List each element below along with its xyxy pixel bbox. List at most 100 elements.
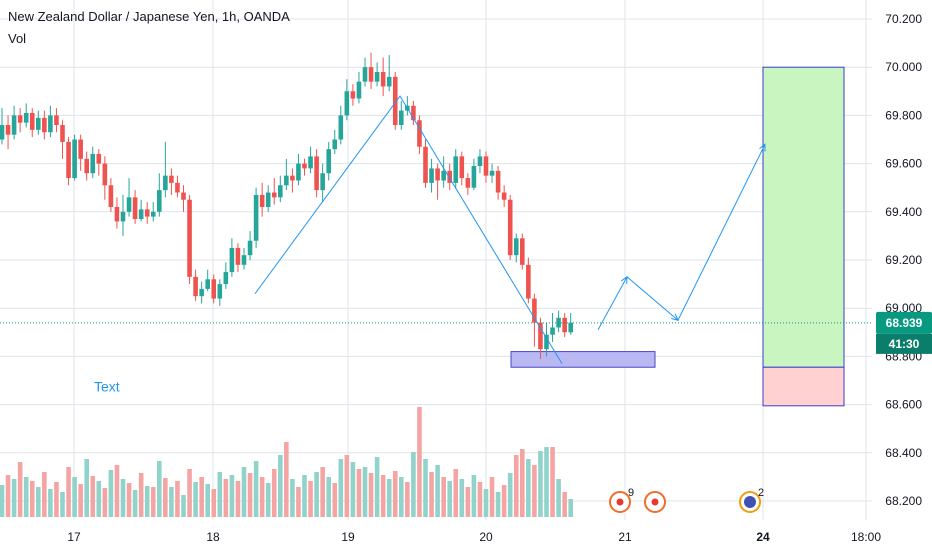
candle-body xyxy=(126,197,132,212)
candle-body xyxy=(181,192,186,200)
volume-bar xyxy=(477,482,483,517)
drawings-front: Text xyxy=(94,95,766,395)
volume-bar xyxy=(199,477,204,517)
price-axis: 70.200 70.000 69.800 69.600 69.400 69.200 69.0… xyxy=(885,12,922,508)
candle-body xyxy=(223,272,229,285)
volume-bar xyxy=(253,461,259,517)
arrow-head xyxy=(759,143,766,152)
candle-body xyxy=(259,194,265,207)
grid-lines xyxy=(0,0,872,520)
volume-bar xyxy=(120,479,126,517)
candle-body xyxy=(11,115,17,135)
candle-body xyxy=(489,170,495,176)
candle-body xyxy=(42,117,47,133)
candle-body xyxy=(78,139,83,159)
volume-bar xyxy=(284,442,289,517)
volume-bar xyxy=(42,472,47,517)
price-tick-label: 69.000 xyxy=(885,301,922,315)
time-tick-label: 21 xyxy=(618,530,632,544)
volume-bar xyxy=(399,477,404,517)
candle-body xyxy=(495,170,501,193)
candle-body xyxy=(423,146,428,183)
candle-body xyxy=(253,194,259,241)
volume-bar xyxy=(205,484,210,517)
candle-body xyxy=(120,211,126,222)
volume-bar xyxy=(308,481,313,517)
volume-bar xyxy=(36,487,41,517)
price-tick-label: 69.600 xyxy=(885,157,922,171)
indicator-label[interactable]: Vol xyxy=(8,31,27,46)
volume-bar xyxy=(332,483,338,517)
candle-body xyxy=(501,192,507,200)
candle-body xyxy=(54,115,59,126)
support-zone xyxy=(510,351,656,368)
candle-body xyxy=(36,117,41,130)
candle-body xyxy=(5,125,11,135)
drawings-back xyxy=(510,66,845,407)
volume-bar xyxy=(29,481,35,517)
target-zone xyxy=(762,66,845,368)
candle-body xyxy=(229,247,235,273)
candle-body xyxy=(568,322,573,333)
candle-body xyxy=(284,175,289,186)
candle-body xyxy=(332,139,338,150)
volume-bar xyxy=(271,469,277,517)
candle-body xyxy=(429,168,434,183)
volume-bar xyxy=(241,467,247,517)
volume-bar xyxy=(126,483,132,517)
chart-title: New Zealand Dollar / Japanese Yen, 1h, O… xyxy=(8,9,290,24)
candle-body xyxy=(150,211,156,217)
price-tick-label: 69.200 xyxy=(885,253,922,267)
volume-bars xyxy=(0,407,573,517)
candle-body xyxy=(483,156,489,176)
volume-bar xyxy=(526,459,531,517)
volume-bar xyxy=(48,489,53,517)
candle-body xyxy=(399,110,404,126)
candle-body xyxy=(138,209,144,220)
volume-bar xyxy=(538,451,543,517)
volume-bar xyxy=(417,407,422,517)
volume-bar xyxy=(259,477,265,517)
volume-bar xyxy=(157,461,162,517)
time-tick-label: 17 xyxy=(67,530,81,544)
volume-bar xyxy=(459,479,465,517)
candle-body xyxy=(411,105,416,121)
candle-body xyxy=(205,279,210,289)
volume-bar xyxy=(489,477,495,517)
candle-body xyxy=(453,156,459,183)
target-event-icon xyxy=(644,491,666,513)
marker-dot xyxy=(744,496,756,508)
volume-bar xyxy=(181,495,186,517)
candle-body xyxy=(471,166,477,188)
candle-body xyxy=(157,190,162,212)
marker-count: 9 xyxy=(628,487,634,499)
volume-bar xyxy=(513,455,519,517)
candle-body xyxy=(392,76,398,126)
volume-bar xyxy=(114,465,120,517)
candle-body xyxy=(175,182,180,193)
time-tick-label: 18 xyxy=(206,530,220,544)
volume-bar xyxy=(380,475,386,517)
volume-bar xyxy=(23,477,29,517)
arrow-head xyxy=(621,275,628,284)
volume-bar xyxy=(314,472,319,517)
marker-count: 2 xyxy=(758,487,764,499)
candle-body xyxy=(344,91,350,116)
candle-body xyxy=(447,170,452,183)
candle-body xyxy=(17,115,23,123)
candle-body xyxy=(350,91,356,99)
candle-body xyxy=(538,322,543,350)
volume-bar xyxy=(556,479,561,517)
candle-body xyxy=(199,288,204,297)
volume-bar xyxy=(84,459,89,517)
candle-body xyxy=(23,112,29,123)
volume-bar xyxy=(187,469,192,517)
price-tick-label: 70.000 xyxy=(885,60,922,74)
volume-bar xyxy=(465,487,471,517)
volume-bar xyxy=(138,473,144,517)
volume-bar xyxy=(386,479,392,517)
candle-body xyxy=(144,209,150,217)
volume-bar xyxy=(175,481,180,517)
candle-body xyxy=(520,238,525,265)
